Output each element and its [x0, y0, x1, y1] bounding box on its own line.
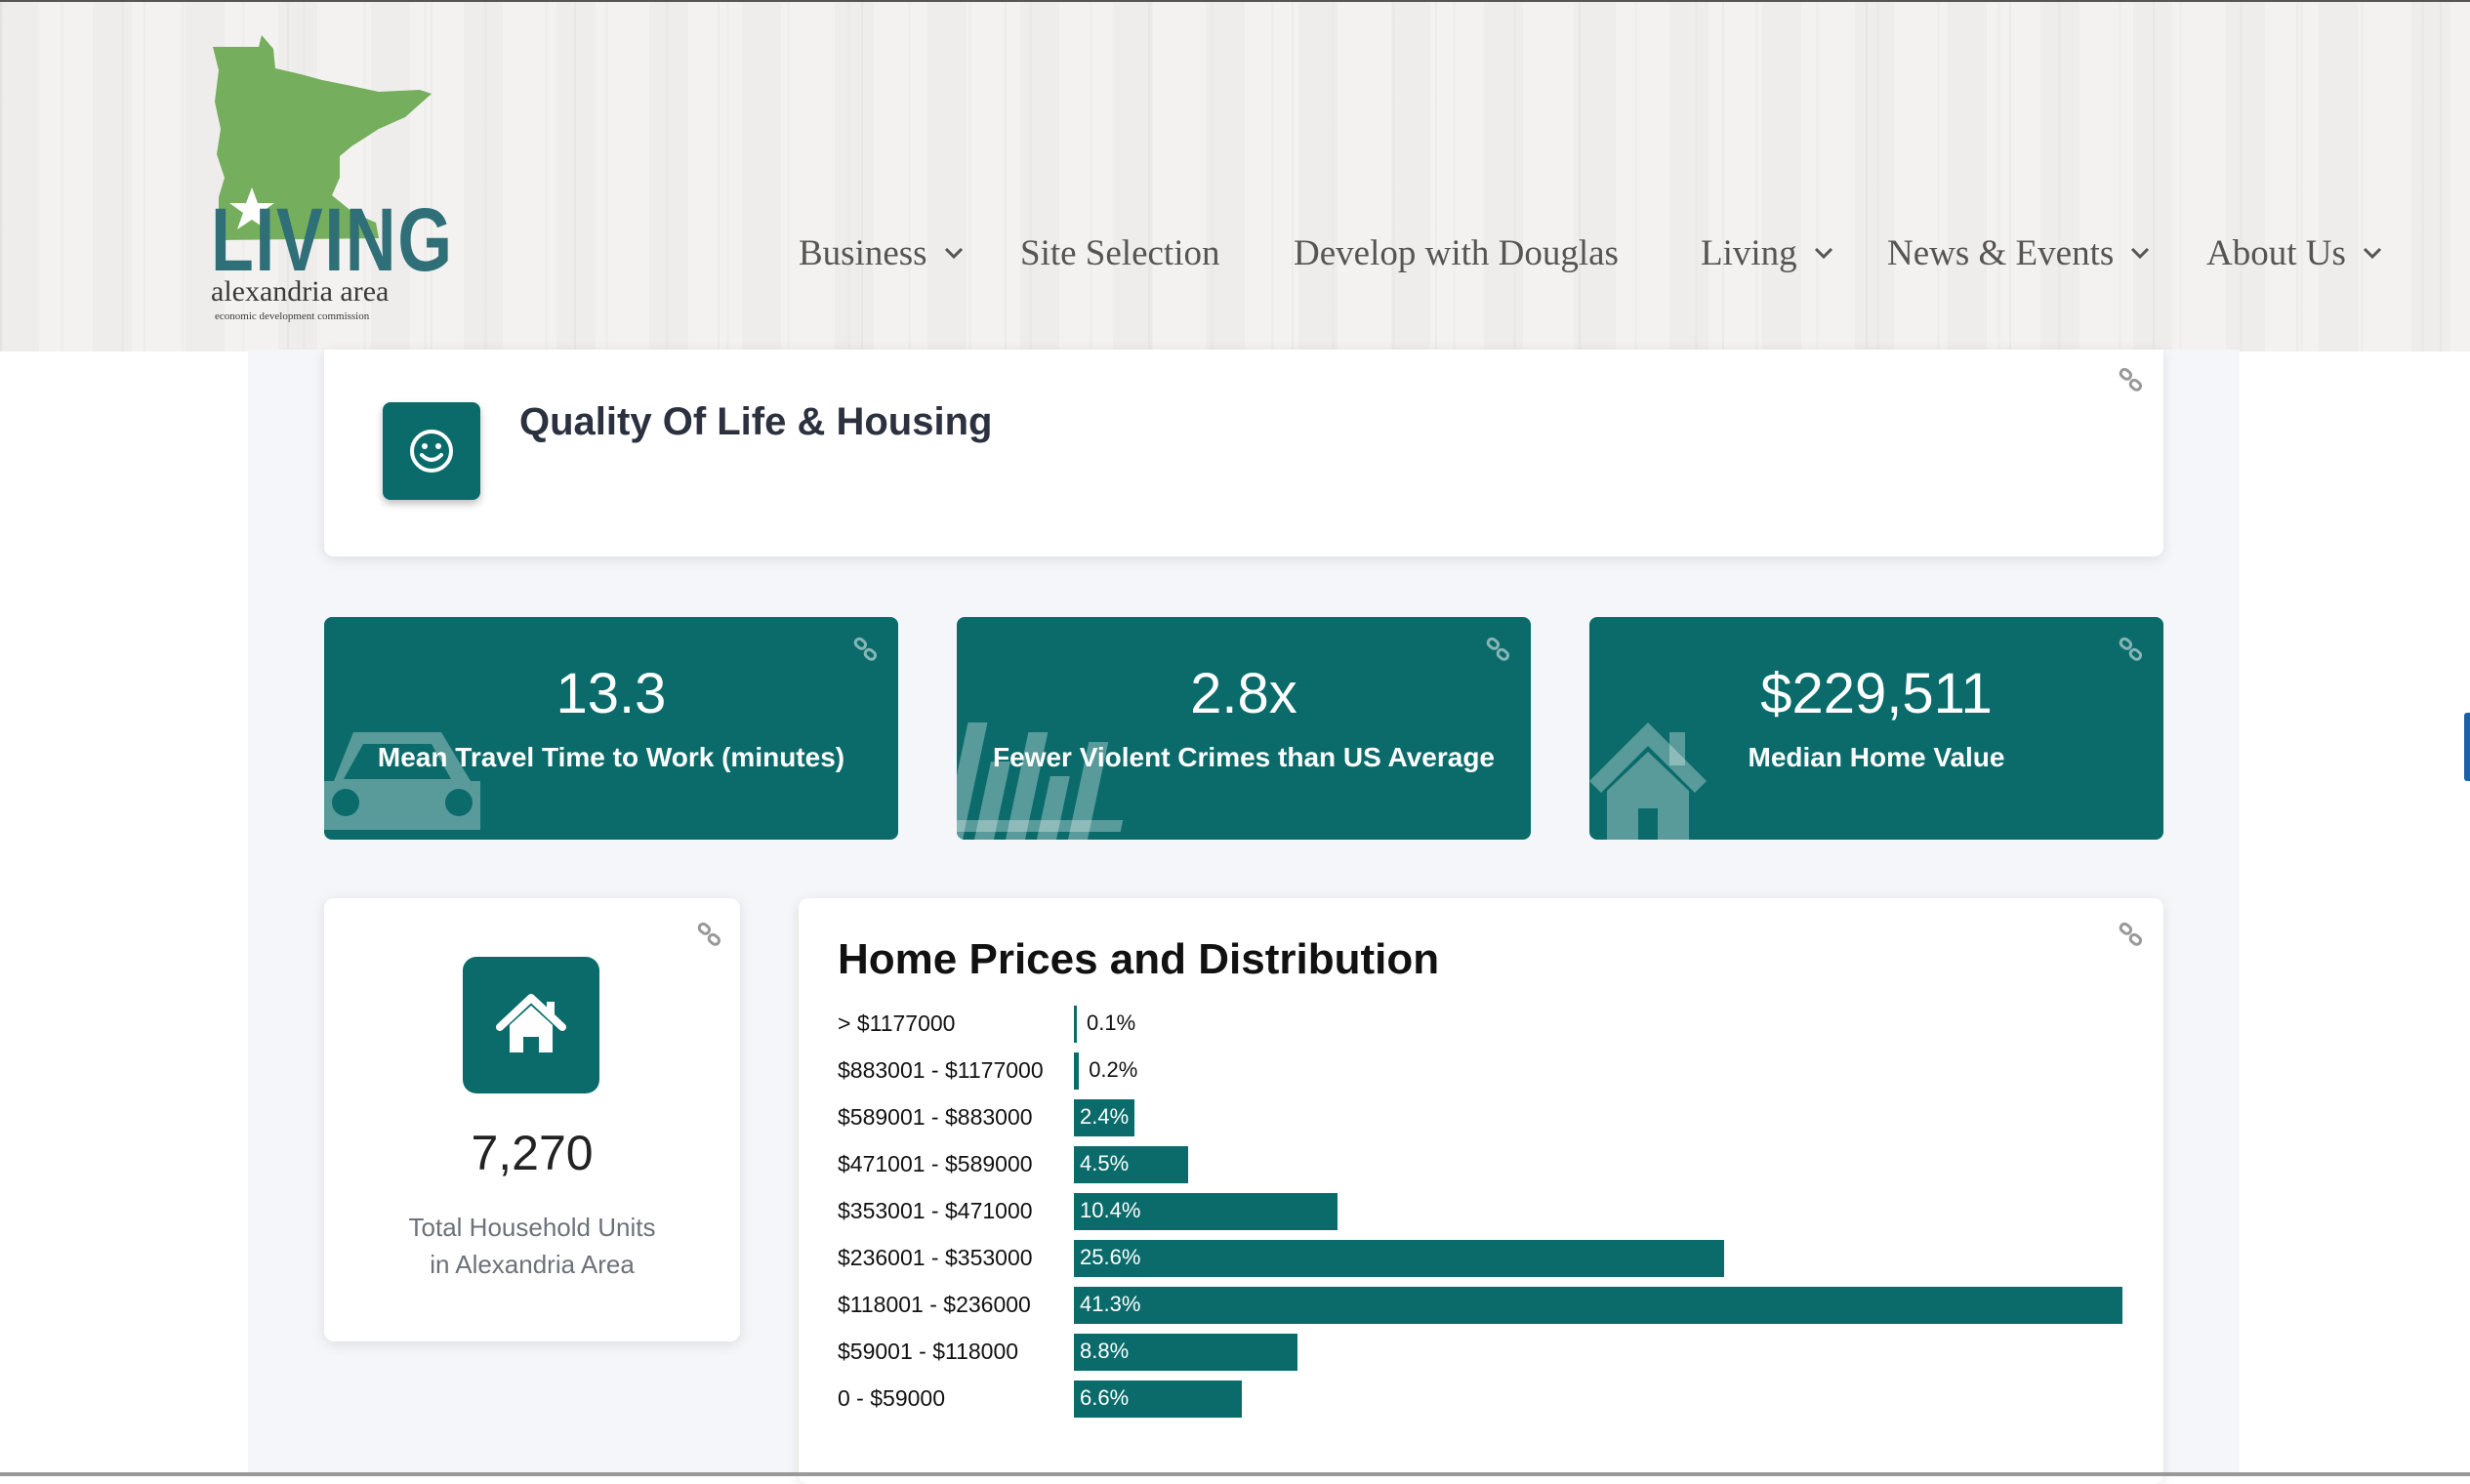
chart-category-label: $589001 - $883000: [838, 1104, 1033, 1130]
chart-value-label: 8.8%: [1080, 1339, 1130, 1363]
nav-about-us[interactable]: About Us: [2206, 228, 2383, 277]
households-label-line1: Total Household Units: [408, 1213, 656, 1242]
minnesota-map-icon: [213, 35, 432, 240]
site-header: LIVING alexandria area economic developm…: [0, 0, 2470, 351]
chart-value-label: 0.1%: [1087, 1010, 1136, 1035]
chart-category-label: $471001 - $589000: [838, 1151, 1033, 1176]
chart-bar: [1074, 1193, 1338, 1230]
nav-business[interactable]: Business: [799, 228, 965, 277]
chart-category-label: 0 - $59000: [838, 1385, 945, 1411]
link-icon[interactable]: [1486, 637, 1511, 662]
stat-value: $229,511: [1760, 662, 1993, 725]
home-prices-card: [799, 898, 2163, 1484]
nav-label: About Us: [2206, 232, 2346, 273]
house-icon: [1589, 722, 1707, 840]
chart-bar: [1074, 1334, 1297, 1371]
stat-card-travel-time: 13.3 Mean Travel Time to Work (minutes): [324, 617, 898, 840]
chart-category-label: $118001 - $236000: [838, 1292, 1031, 1317]
stat-value: 2.8x: [1190, 662, 1297, 725]
chart-bar: [1074, 1146, 1189, 1183]
stat-label: Fewer Violent Crimes than US Average: [992, 742, 1496, 772]
stat-label: Mean Travel Time to Work (minutes): [377, 742, 845, 772]
section-title: Quality Of Life & Housing: [519, 400, 993, 443]
window-bottom-edge: [0, 1472, 2470, 1476]
logo-word: LIVING: [211, 190, 454, 290]
chevron-down-icon: [2131, 247, 2150, 260]
chevron-down-icon: [2363, 247, 2381, 260]
link-icon[interactable]: [2119, 637, 2144, 662]
chart-bar: [1074, 1287, 2122, 1324]
households-label-line2: in Alexandria Area: [430, 1250, 635, 1279]
chart-category-label: $883001 - $1177000: [838, 1057, 1044, 1083]
logo-subtitle: alexandria area: [211, 275, 390, 308]
section-header-card: [324, 350, 2163, 556]
chart-value-label: 2.4%: [1080, 1104, 1130, 1129]
households-label: Total Household Units in Alexandria Area: [324, 1209, 740, 1283]
chart-title: Home Prices and Distribution: [838, 935, 1440, 983]
chart-category-label: $236001 - $353000: [838, 1245, 1033, 1270]
chart-value-label: 4.5%: [1080, 1151, 1130, 1175]
nav-living[interactable]: Living: [1701, 228, 1834, 277]
stat-card-median-home: $229,511 Median Home Value: [1589, 617, 2163, 840]
link-icon[interactable]: [2119, 922, 2144, 947]
chart-value-label: 41.3%: [1080, 1292, 1141, 1316]
link-icon[interactable]: [853, 637, 879, 662]
chart-value-label: 10.4%: [1080, 1198, 1141, 1222]
nav-label: Business: [799, 232, 927, 273]
chart-value-label: 6.6%: [1080, 1385, 1130, 1410]
chart-category-label: $353001 - $471000: [838, 1198, 1033, 1223]
nav-label: Develop with Douglas: [1294, 232, 1619, 273]
link-icon[interactable]: [697, 922, 722, 947]
chevron-down-icon: [944, 247, 963, 260]
stat-card-violent-crimes: 2.8x Fewer Violent Crimes than US Averag…: [957, 617, 1531, 840]
chart-bar: [1074, 1052, 1080, 1090]
nav-label: News & Events: [1887, 232, 2115, 273]
chart-value-label: 25.6%: [1080, 1245, 1141, 1269]
chart-category-label: > $1177000: [838, 1010, 956, 1036]
nav-label: Site Selection: [1020, 232, 1220, 273]
link-icon[interactable]: [2119, 367, 2144, 392]
chevron-down-icon: [1814, 247, 1832, 260]
home-icon: [463, 957, 599, 1093]
side-scroll-tab[interactable]: [2464, 713, 2470, 781]
chart-bar: [1074, 1381, 1242, 1418]
stat-label: Median Home Value: [1748, 742, 2005, 772]
chart-value-label: 0.2%: [1089, 1057, 1138, 1082]
car-icon: [324, 732, 480, 830]
smiley-icon: [383, 402, 480, 500]
chart-bar: [1074, 1006, 1077, 1043]
chart-bar: [1074, 1099, 1135, 1136]
nav-label: Living: [1701, 232, 1797, 273]
chart-bar: [1074, 1240, 1724, 1277]
nav-news-events[interactable]: News & Events: [1887, 228, 2151, 277]
logo-tagline: economic development commission: [215, 310, 370, 322]
chart-category-label: $59001 - $118000: [838, 1339, 1019, 1364]
bar-chart-icon: [957, 722, 1123, 840]
logo[interactable]: LIVING alexandria area economic developm…: [205, 31, 452, 334]
stat-value: 13.3: [556, 662, 667, 725]
nav-site-selection[interactable]: Site Selection: [1020, 228, 1220, 277]
nav-develop-with-douglas[interactable]: Develop with Douglas: [1294, 228, 1619, 277]
households-value: 7,270: [471, 1126, 594, 1180]
